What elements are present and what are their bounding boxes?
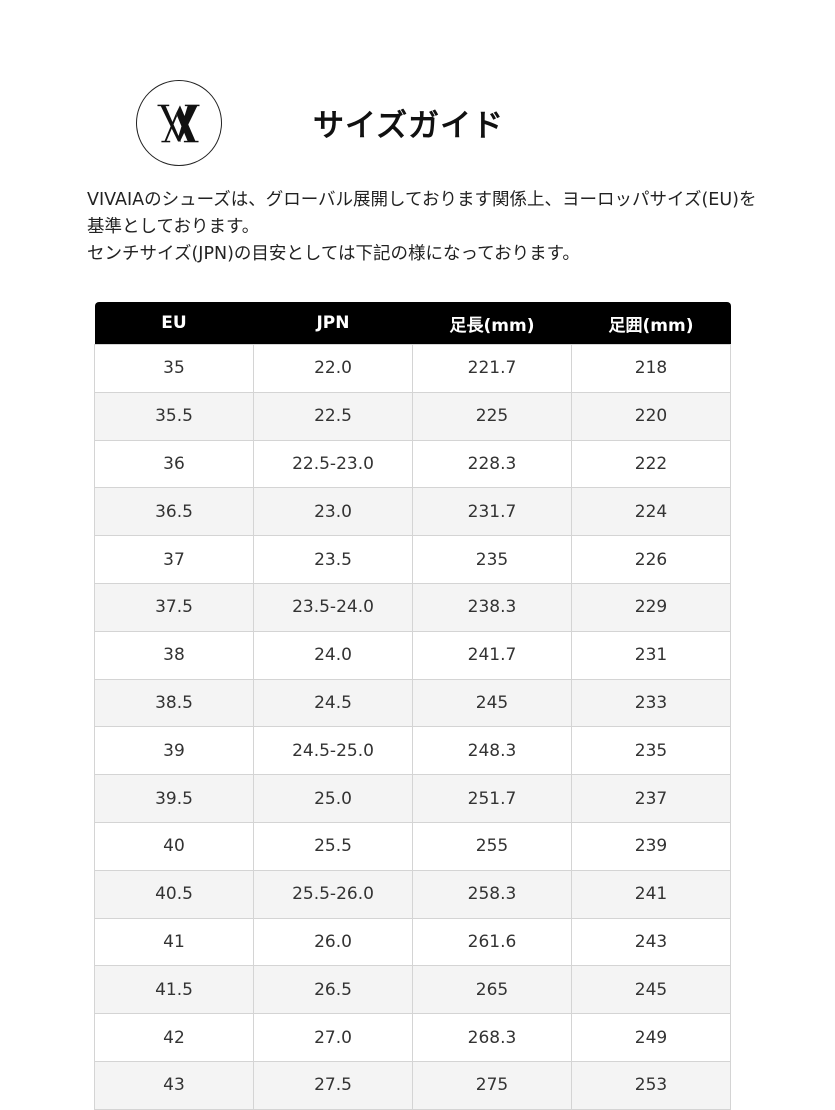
cell-foot-length: 265 <box>412 965 572 1015</box>
cell-jpn: 26.0 <box>253 917 413 967</box>
header-eu: EU <box>94 302 254 345</box>
cell-eu: 35.5 <box>94 391 254 441</box>
intro-line-1: VIVAIAのシューズは、グローバル展開しております関係上、ヨーロッパサイズ(E… <box>87 190 757 237</box>
table-row: 40 25.5 255 239 <box>94 821 731 871</box>
cell-jpn: 22.5 <box>253 391 413 441</box>
table-row: 36 22.5-23.0 228.3 222 <box>94 439 731 489</box>
cell-jpn: 25.0 <box>253 774 413 823</box>
size-table: EU JPN 足長(mm) 足囲(mm) 35 22.0 221.7 218 35.5 2… <box>94 302 731 1110</box>
cell-foot-length: 241.7 <box>412 630 572 680</box>
cell-foot-width: 231 <box>571 630 731 680</box>
cell-foot-width: 229 <box>571 582 731 632</box>
cell-jpn: 23.0 <box>253 487 413 537</box>
cell-eu: 43 <box>94 1060 254 1110</box>
cell-foot-length: 275 <box>412 1060 572 1110</box>
cell-eu: 40.5 <box>94 869 254 919</box>
header-foot-length: 足長(mm) <box>412 302 572 345</box>
table-row: 42 27.0 268.3 249 <box>94 1013 731 1062</box>
header-foot-width: 足囲(mm) <box>571 302 731 345</box>
cell-foot-length: 221.7 <box>412 344 572 393</box>
table-row: 37.5 23.5-24.0 238.3 229 <box>94 582 731 632</box>
header-jpn: JPN <box>253 302 413 345</box>
cell-eu: 38 <box>94 630 254 680</box>
cell-jpn: 24.5 <box>253 678 413 728</box>
brand-logo <box>136 80 222 166</box>
cell-foot-length: 231.7 <box>412 487 572 537</box>
cell-jpn: 24.5-25.0 <box>253 726 413 776</box>
cell-foot-width: 218 <box>571 344 731 393</box>
cell-foot-length: 238.3 <box>412 582 572 632</box>
cell-eu: 39 <box>94 726 254 776</box>
cell-eu: 37.5 <box>94 582 254 632</box>
cell-foot-length: 255 <box>412 821 572 871</box>
cell-foot-width: 245 <box>571 965 731 1015</box>
table-row: 38.5 24.5 245 233 <box>94 678 731 728</box>
cell-foot-width: 249 <box>571 1013 731 1062</box>
table-row: 41 26.0 261.6 243 <box>94 917 731 967</box>
cell-foot-length: 225 <box>412 391 572 441</box>
table-row: 37 23.5 235 226 <box>94 535 731 584</box>
cell-foot-length: 245 <box>412 678 572 728</box>
cell-foot-width: 222 <box>571 439 731 489</box>
cell-jpn: 27.5 <box>253 1060 413 1110</box>
cell-eu: 37 <box>94 535 254 584</box>
cell-eu: 41.5 <box>94 965 254 1015</box>
cell-jpn: 27.0 <box>253 1013 413 1062</box>
cell-jpn: 24.0 <box>253 630 413 680</box>
cell-eu: 36.5 <box>94 487 254 537</box>
cell-foot-width: 237 <box>571 774 731 823</box>
cell-eu: 40 <box>94 821 254 871</box>
cell-eu: 35 <box>94 344 254 393</box>
cell-jpn: 26.5 <box>253 965 413 1015</box>
cell-eu: 41 <box>94 917 254 967</box>
cell-foot-length: 235 <box>412 535 572 584</box>
cell-foot-width: 224 <box>571 487 731 537</box>
table-row: 41.5 26.5 265 245 <box>94 965 731 1015</box>
cell-jpn: 25.5-26.0 <box>253 869 413 919</box>
table-row: 35.5 22.5 225 220 <box>94 391 731 441</box>
intro-line-2: センチサイズ(JPN)の目安としては下記の様になっております。 <box>87 244 580 264</box>
table-row: 39 24.5-25.0 248.3 235 <box>94 726 731 776</box>
table-row: 39.5 25.0 251.7 237 <box>94 774 731 823</box>
table-row: 36.5 23.0 231.7 224 <box>94 487 731 537</box>
cell-foot-width: 235 <box>571 726 731 776</box>
cell-jpn: 25.5 <box>253 821 413 871</box>
cell-jpn: 23.5-24.0 <box>253 582 413 632</box>
cell-foot-width: 233 <box>571 678 731 728</box>
table-row: 35 22.0 221.7 218 <box>94 344 731 393</box>
cell-eu: 39.5 <box>94 774 254 823</box>
cell-eu: 42 <box>94 1013 254 1062</box>
cell-foot-length: 258.3 <box>412 869 572 919</box>
cell-foot-width: 239 <box>571 821 731 871</box>
intro-text: VIVAIAのシューズは、グローバル展開しております関係上、ヨーロッパサイズ(E… <box>87 187 767 268</box>
table-row: 40.5 25.5-26.0 258.3 241 <box>94 869 731 919</box>
cell-foot-length: 248.3 <box>412 726 572 776</box>
cell-foot-length: 268.3 <box>412 1013 572 1062</box>
page-title: サイズガイド <box>313 108 505 144</box>
cell-jpn: 22.5-23.0 <box>253 439 413 489</box>
cell-foot-width: 253 <box>571 1060 731 1110</box>
cell-foot-width: 241 <box>571 869 731 919</box>
table-row: 43 27.5 275 253 <box>94 1060 731 1110</box>
cell-foot-width: 220 <box>571 391 731 441</box>
cell-eu: 38.5 <box>94 678 254 728</box>
cell-foot-width: 243 <box>571 917 731 967</box>
cell-foot-length: 251.7 <box>412 774 572 823</box>
cell-jpn: 23.5 <box>253 535 413 584</box>
table-row: 38 24.0 241.7 231 <box>94 630 731 680</box>
cell-foot-width: 226 <box>571 535 731 584</box>
cell-foot-length: 261.6 <box>412 917 572 967</box>
cell-eu: 36 <box>94 439 254 489</box>
va-monogram-icon <box>157 104 200 143</box>
cell-jpn: 22.0 <box>253 344 413 393</box>
table-header-row: EU JPN 足長(mm) 足囲(mm) <box>94 302 731 345</box>
cell-foot-length: 228.3 <box>412 439 572 489</box>
